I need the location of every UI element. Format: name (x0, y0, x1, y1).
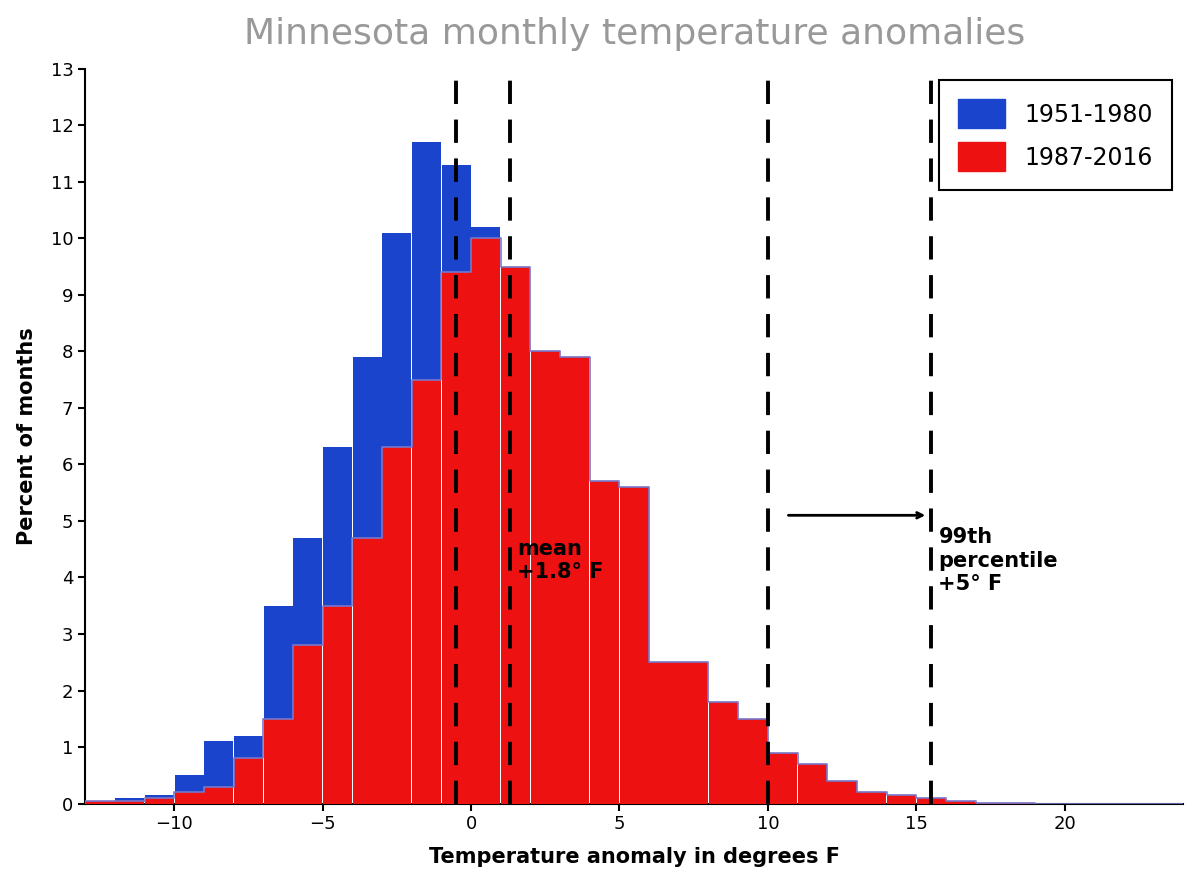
Bar (887, 796, 916, 804)
Legend: 1951-1980, 1987-2016: 1951-1980, 1987-2016 (940, 80, 1171, 190)
Bar (738, 801, 768, 804)
Bar (412, 379, 442, 804)
Bar (204, 742, 233, 804)
Bar (85, 801, 115, 804)
Bar (442, 164, 470, 804)
Bar (649, 775, 678, 804)
Title: Minnesota monthly temperature anomalies: Minnesota monthly temperature anomalies (244, 17, 1025, 50)
Bar (442, 272, 470, 804)
Bar (917, 798, 946, 804)
Bar (679, 792, 708, 804)
Bar (234, 735, 263, 804)
Bar (530, 351, 559, 804)
Bar (472, 227, 500, 804)
Y-axis label: Percent of months: Percent of months (17, 327, 37, 545)
Bar (560, 538, 589, 804)
Bar (115, 798, 144, 804)
Bar (947, 801, 976, 804)
Bar (472, 239, 500, 804)
Bar (502, 357, 530, 804)
Bar (560, 357, 589, 804)
Bar (323, 447, 352, 804)
Bar (383, 232, 412, 804)
Bar (353, 357, 382, 804)
Bar (174, 792, 204, 804)
Text: mean
+1.8° F: mean +1.8° F (517, 539, 604, 583)
Bar (293, 645, 323, 804)
Bar (323, 606, 352, 804)
Text: 99th
percentile
+5° F: 99th percentile +5° F (938, 528, 1058, 594)
Bar (530, 447, 559, 804)
Bar (85, 801, 115, 804)
Bar (234, 758, 263, 804)
Bar (709, 702, 738, 804)
Bar (738, 719, 768, 804)
Bar (145, 796, 174, 804)
Bar (264, 719, 293, 804)
Bar (619, 735, 649, 804)
Bar (174, 775, 204, 804)
Bar (976, 803, 1004, 804)
Bar (709, 798, 738, 804)
Bar (383, 447, 412, 804)
Bar (145, 798, 174, 804)
Bar (115, 801, 144, 804)
Bar (590, 606, 619, 804)
Bar (768, 753, 797, 804)
Bar (857, 792, 887, 804)
Bar (619, 487, 649, 804)
Bar (264, 606, 293, 804)
Bar (502, 267, 530, 804)
Bar (353, 538, 382, 804)
Bar (293, 538, 323, 804)
Bar (412, 142, 442, 804)
X-axis label: Temperature anomaly in degrees F: Temperature anomaly in degrees F (428, 848, 840, 867)
Bar (649, 662, 678, 804)
Bar (828, 781, 857, 804)
Bar (798, 764, 827, 804)
Bar (204, 787, 233, 804)
Bar (590, 482, 619, 804)
Bar (679, 662, 708, 804)
